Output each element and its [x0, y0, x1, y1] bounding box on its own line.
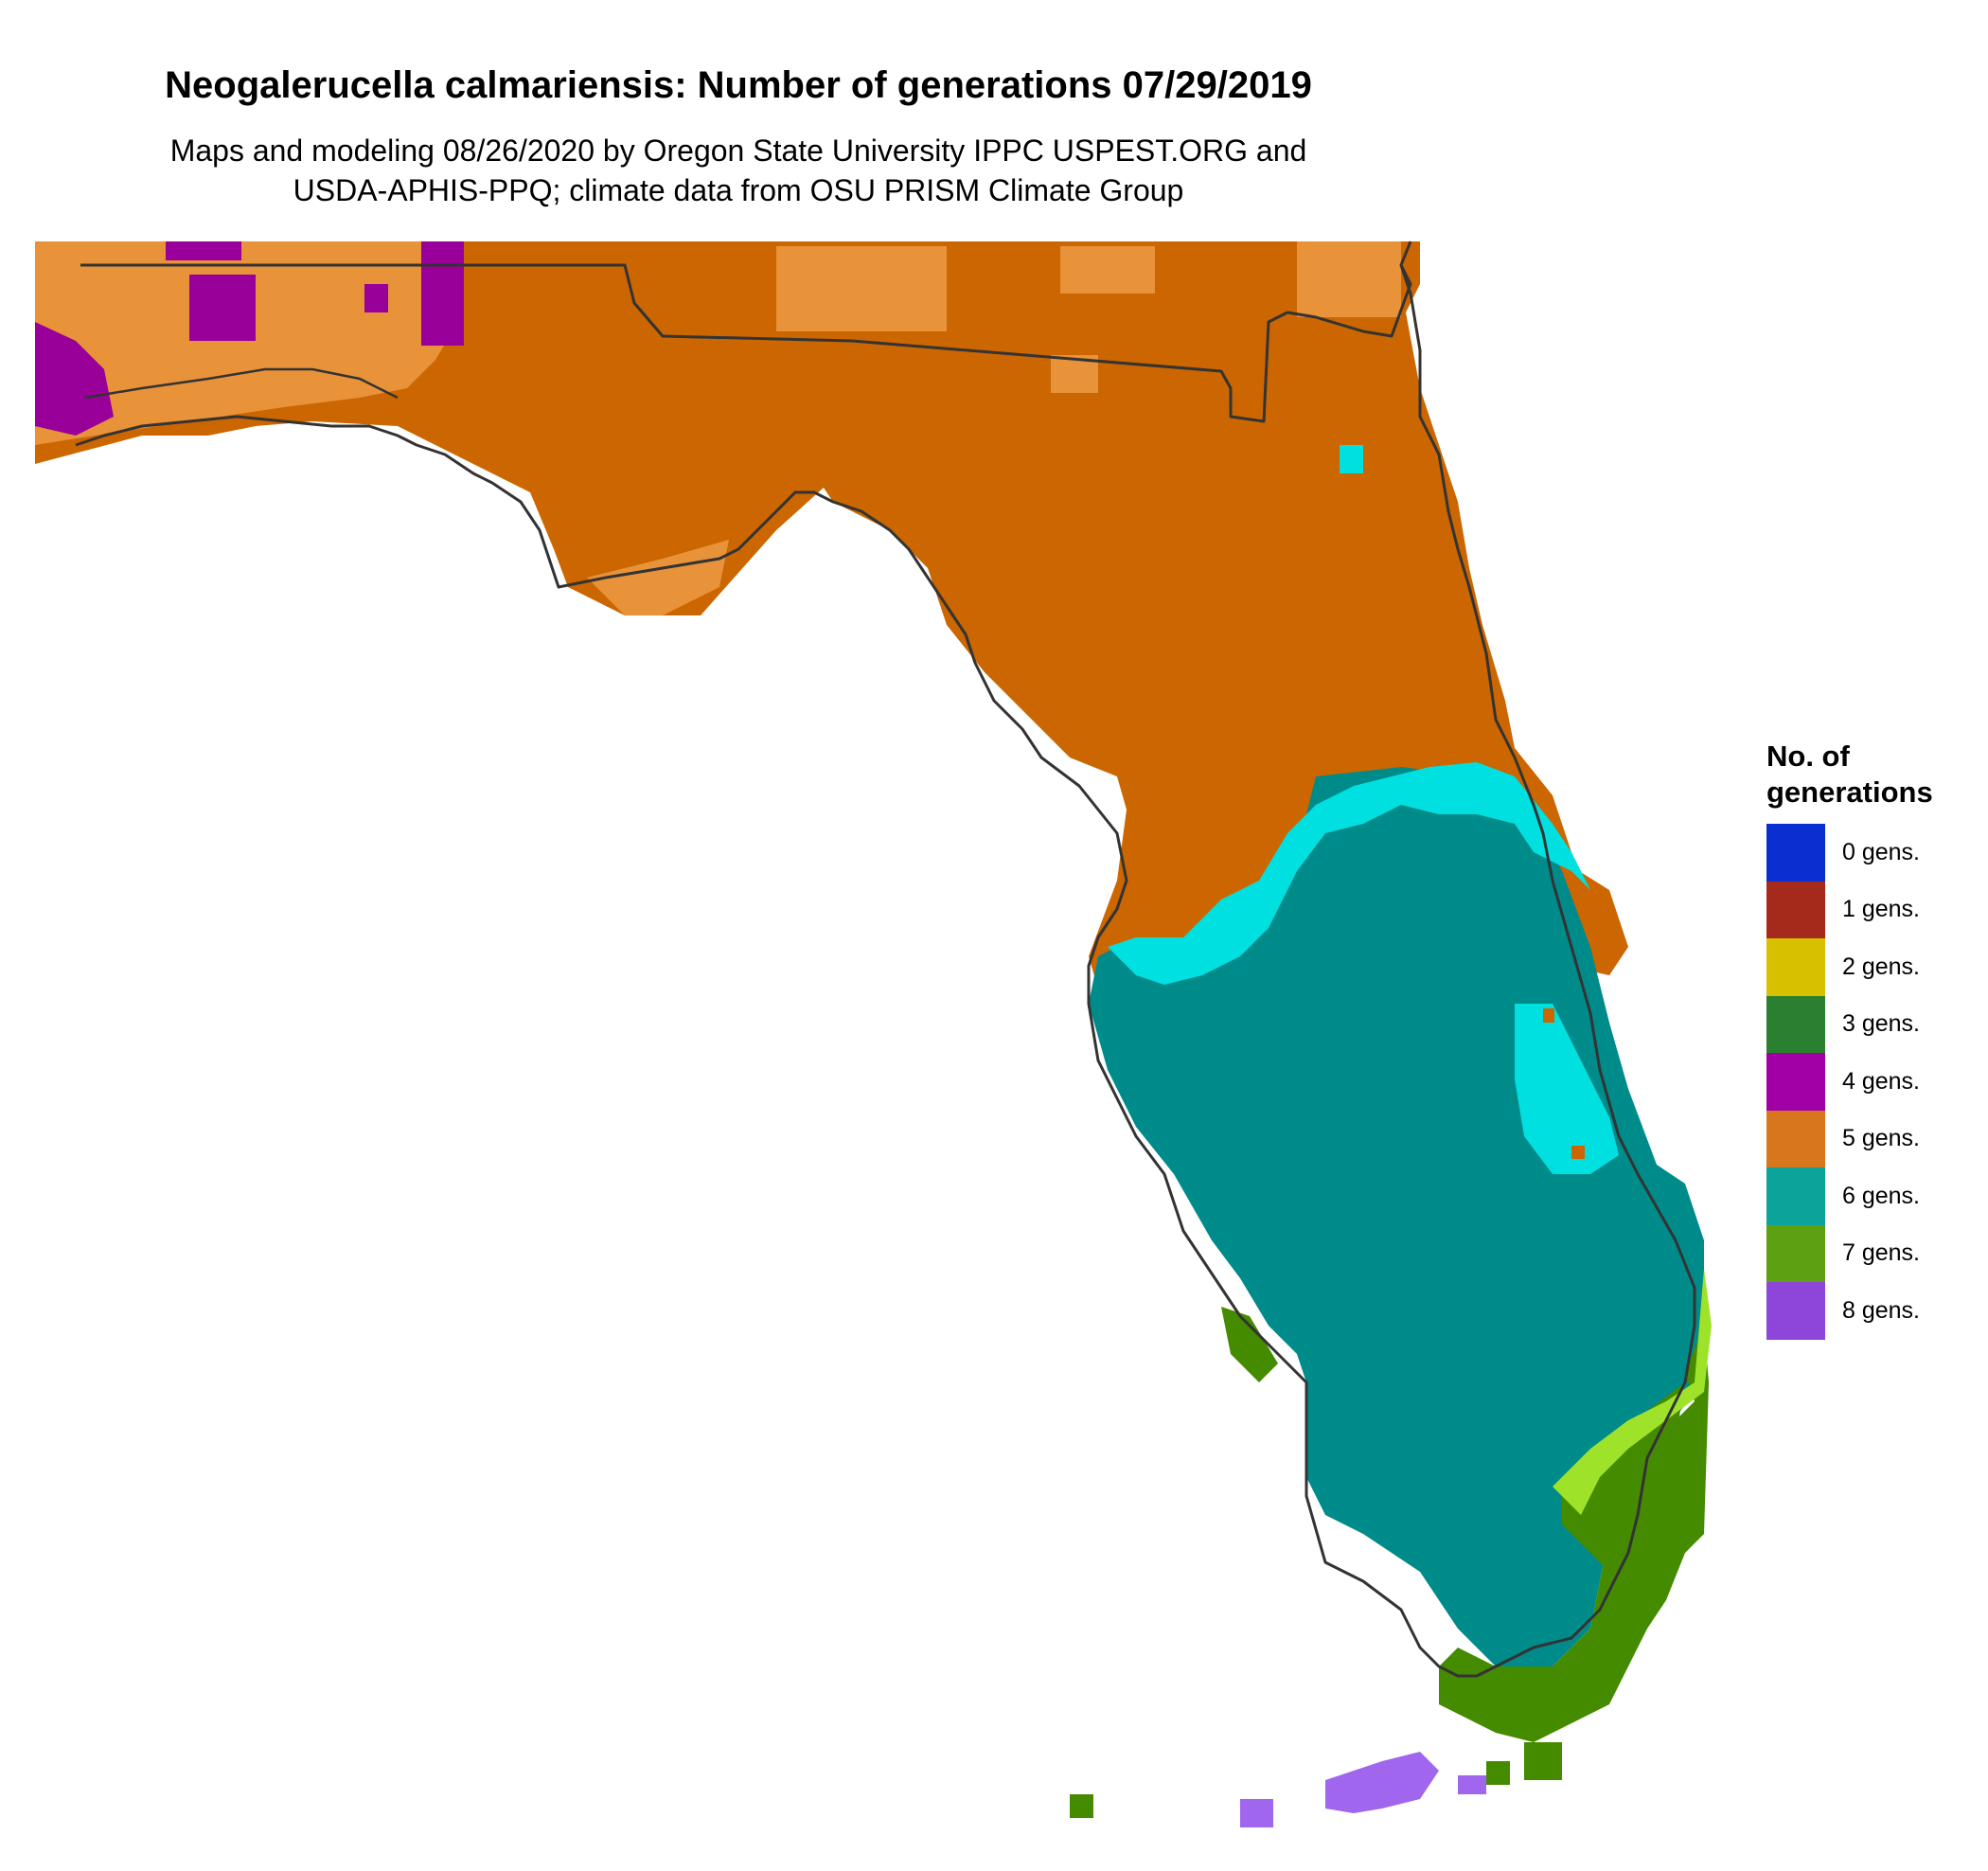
legend-title: No. of generations [1766, 739, 1933, 809]
region-6-gens-light-band [1108, 762, 1590, 985]
legend-item: 7 gens. [1766, 1224, 1933, 1282]
state-border-alabama-florida [80, 241, 1412, 423]
legend-swatch [1766, 995, 1825, 1053]
region-8-gens-key-west [1240, 1799, 1273, 1827]
florida-coastline [75, 264, 1696, 1678]
legend-swatch [1766, 938, 1825, 996]
region-5-gens-light-north-2 [1060, 246, 1155, 294]
legend-swatch [1766, 881, 1825, 938]
region-8-gens-key-mid [1458, 1775, 1486, 1794]
legend-swatch [1766, 1224, 1825, 1282]
legend-label: 6 gens. [1842, 1182, 1921, 1209]
region-5-gens-lake-spot [1543, 1008, 1554, 1023]
subtitle-line-2: USDA-APHIS-PPQ; climate data from OSU PR… [293, 173, 1184, 207]
legend-swatch [1766, 1110, 1825, 1167]
region-6-gens-south [1089, 767, 1704, 1666]
region-7-gens-mainland [1562, 1382, 1685, 1572]
region-5-gens-light-bigbend [587, 540, 729, 615]
legend-label: 3 gens. [1842, 1010, 1921, 1038]
map-title: Neogalerucella calmariensis: Number of g… [165, 64, 1312, 106]
region-4-gens-2 [421, 241, 464, 346]
region-5-gens-north [35, 241, 1628, 1023]
legend-label: 0 gens. [1842, 838, 1921, 865]
map-outlines [75, 241, 1696, 1678]
legend-swatch [1766, 1282, 1825, 1340]
region-5-gens-light-panhandle [35, 241, 464, 445]
region-7-gens-key-2 [1486, 1761, 1510, 1785]
legend-items: 0 gens. 1 gens. 2 gens. 3 gens. 4 gens. 5 gen… [1766, 824, 1933, 1340]
legend: No. of generations 0 gens. 1 gens. 2 gens.… [1766, 739, 1933, 1340]
region-4-gens-1 [166, 241, 241, 260]
legend-item: 0 gens. [1766, 824, 1933, 882]
legend-label: 1 gens. [1842, 896, 1921, 923]
region-7-gens-light-edge [1553, 1269, 1712, 1515]
legend-label: 2 gens. [1842, 953, 1921, 980]
legend-item: 5 gens. [1766, 1110, 1933, 1167]
map-subtitle: Maps and modeling 08/26/2020 by Oregon S… [0, 131, 1477, 210]
region-5-gens-light-north-1 [776, 246, 947, 331]
legend-item: 3 gens. [1766, 995, 1933, 1053]
legend-item: 1 gens. [1766, 881, 1933, 938]
region-5-gens-light-north-3 [1297, 241, 1401, 317]
legend-swatch [1766, 1167, 1825, 1225]
region-4-gens-4 [364, 284, 388, 312]
legend-label: 8 gens. [1842, 1296, 1921, 1324]
legend-swatch [1766, 1053, 1825, 1111]
region-4-gens-west [35, 322, 114, 436]
legend-item: 8 gens. [1766, 1282, 1933, 1340]
region-7-gens-west-coast [1221, 1307, 1278, 1382]
map-regions [35, 241, 1712, 1827]
legend-label: 4 gens. [1842, 1067, 1921, 1095]
region-4-gens-3 [189, 275, 256, 341]
region-6-gens-light-lake [1515, 1004, 1619, 1174]
legend-item: 4 gens. [1766, 1053, 1933, 1111]
legend-label: 5 gens. [1842, 1125, 1921, 1152]
region-5-gens-lake-spot-2 [1571, 1146, 1585, 1159]
region-7-gens-south [1439, 1326, 1709, 1742]
florida-barrier-island [84, 367, 399, 400]
region-7-gens-key-3 [1524, 1742, 1562, 1780]
region-6-gens-light-north-spot [1340, 445, 1363, 473]
legend-swatch [1766, 824, 1825, 882]
legend-label: 7 gens. [1842, 1239, 1921, 1267]
legend-item: 6 gens. [1766, 1167, 1933, 1225]
region-7-gens-key-1 [1070, 1794, 1093, 1818]
region-8-gens-keys [1325, 1752, 1439, 1813]
legend-item: 2 gens. [1766, 938, 1933, 996]
subtitle-line-1: Maps and modeling 08/26/2020 by Oregon S… [169, 134, 1307, 168]
